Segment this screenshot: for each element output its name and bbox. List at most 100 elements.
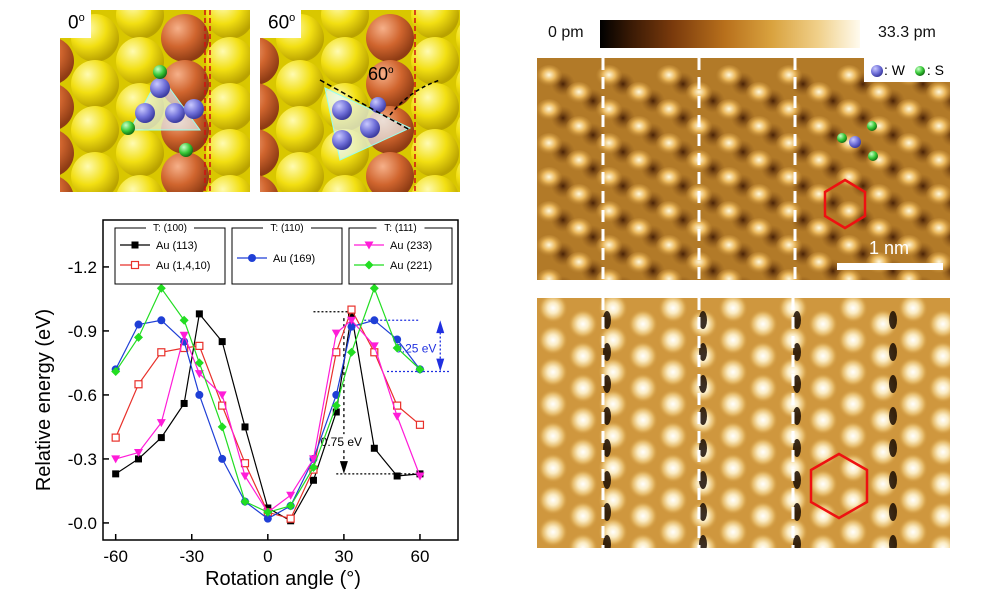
sim-bright-spot	[568, 373, 598, 403]
stm-bright-spot	[537, 65, 562, 87]
atom-legend: : W : S	[863, 58, 950, 83]
sim-dark-spot	[793, 503, 801, 521]
legend-group-title: T: (111)	[384, 223, 416, 234]
au-atom-orange	[60, 85, 74, 129]
legend-title-bg	[263, 221, 311, 233]
au-atom-yellow	[321, 37, 369, 85]
sim-bright-spot	[568, 533, 598, 548]
au-atom-orange	[260, 175, 278, 192]
stm-image-experimental: 1 nm : W : S	[537, 58, 950, 280]
data-point	[348, 310, 355, 318]
au-atom-yellow	[411, 10, 459, 39]
stm-bright-spot	[566, 82, 592, 104]
axis-ticks: -60 -30 0 30 60 -0.0 -0.3 -0.6 -0.9 -1.2	[68, 258, 430, 566]
au-atom-yellow	[276, 106, 324, 154]
sim-bright-spot	[808, 469, 838, 499]
sim-bright-spot	[748, 405, 778, 435]
sim-bright-spot	[718, 357, 748, 387]
au-atom-yellow	[207, 175, 250, 192]
data-point	[134, 380, 143, 389]
sim-bright-spot	[838, 421, 868, 451]
stm-bright-spot	[716, 201, 742, 223]
data-point	[194, 358, 204, 368]
data-point	[156, 419, 166, 428]
data-series	[111, 283, 425, 525]
sim-bright-spot	[898, 485, 928, 515]
data-point	[240, 472, 250, 481]
stm-bright-spot	[836, 65, 862, 87]
colorbar	[600, 20, 860, 48]
sim-bright-spot	[568, 501, 598, 531]
annotation-0.75eV: 0.75 eV	[321, 435, 362, 449]
stm-image-simulated	[537, 298, 950, 548]
stm-bright-spot	[926, 218, 950, 240]
au-atom-orange	[60, 177, 73, 192]
au-atom-orange	[366, 152, 414, 192]
sim-bright-spot	[928, 405, 950, 435]
y-axis-label: Relative energy (eV)	[33, 309, 55, 491]
data-point	[347, 322, 356, 331]
sim-dark-spot	[889, 343, 897, 361]
data-point	[308, 462, 318, 472]
data-point	[415, 364, 425, 374]
data-point	[286, 514, 295, 523]
sim-dark-spot	[793, 407, 801, 425]
sim-dark-spot	[793, 471, 801, 489]
sim-dark-spot	[699, 503, 707, 521]
data-point	[134, 332, 143, 342]
atom-model-panel-0deg: 0o	[60, 10, 250, 192]
stm-bright-spot	[896, 201, 922, 223]
annot-arrowhead	[436, 358, 445, 372]
stm-bright-spot	[746, 82, 772, 104]
sim-bright-spot	[718, 485, 748, 515]
angle-arc	[389, 79, 441, 116]
stm-bright-spot	[716, 65, 742, 87]
sim-bright-spot	[568, 437, 598, 467]
data-point	[286, 491, 296, 500]
stm-bright-spot	[896, 99, 922, 121]
stm-bright-spot	[537, 167, 562, 189]
sim-bright-spot	[898, 357, 928, 387]
sim-bright-spot	[568, 341, 598, 371]
sim-dark-spot	[699, 375, 707, 393]
sim-bright-spot	[748, 501, 778, 531]
stm-bright-spot	[596, 201, 622, 223]
y-tick-label: -1.2	[68, 258, 97, 277]
sim-dark-spot	[889, 503, 897, 521]
chart-svg: -60 -30 0 30 60-0.0-0.3-0.6-0.9-1.2 0.25 eV0…	[33, 219, 459, 590]
sim-bright-spot	[718, 421, 748, 451]
sim-dark-spot	[889, 535, 897, 548]
au-atom-yellow	[71, 106, 119, 154]
data-point	[195, 341, 204, 350]
data-point	[217, 391, 227, 400]
stm-bright-spot	[626, 184, 652, 206]
stm-bright-spot	[836, 99, 862, 121]
x-tick-label: -30	[179, 547, 204, 566]
sim-bright-spot	[718, 517, 748, 547]
au-atom-orange	[260, 37, 279, 85]
data-point	[180, 399, 188, 407]
sim-bright-spot	[898, 421, 928, 451]
stm-bright-spot	[776, 235, 802, 257]
sim-dark-spot	[889, 311, 897, 329]
stm-bright-spot	[596, 133, 622, 155]
stm-bright-spot	[626, 150, 652, 172]
au-atom-yellow	[71, 60, 119, 108]
au-atom-yellow	[116, 37, 164, 85]
data-point	[240, 497, 250, 507]
data-point	[195, 310, 203, 318]
au-atom-yellow	[456, 162, 460, 190]
legend-group-box	[348, 227, 453, 285]
au-atom-yellow	[117, 175, 163, 192]
legend-group-box	[114, 227, 226, 285]
data-point	[217, 422, 227, 432]
data-point	[157, 434, 165, 442]
data-point	[156, 283, 166, 293]
au-atom-yellow	[206, 129, 250, 177]
au-atom-yellow	[116, 129, 164, 177]
sim-bright-spot	[538, 357, 568, 387]
legend-title-bg	[376, 221, 425, 233]
ws2-triangle-60deg	[324, 87, 412, 161]
colorbar-min-label: 0 pm	[548, 24, 584, 41]
stm-bright-spot	[926, 150, 950, 172]
